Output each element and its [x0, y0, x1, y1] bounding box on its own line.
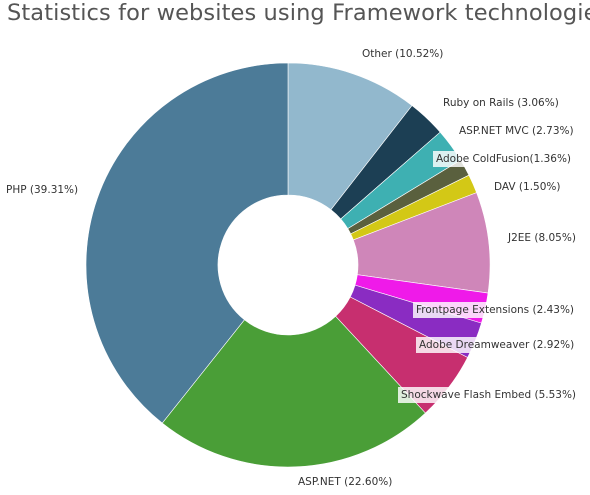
slice-label: J2EE (8.05%): [507, 232, 576, 244]
slice-label: DAV (1.50%): [494, 181, 560, 193]
slice-label: ASP.NET MVC (2.73%): [459, 125, 574, 137]
slice-label-background: [398, 387, 580, 403]
slice-label: ASP.NET (22.60%): [298, 476, 392, 488]
labels-group: Other (10.52%) Ruby on Rails (3.06%) ASP.N…: [6, 48, 580, 488]
slices-group: [85, 62, 491, 468]
slice-label-background: [413, 302, 578, 318]
slice-label-background: [433, 151, 575, 167]
slice-label: Shockwave Flash Embed (5.53%): [401, 389, 576, 401]
donut-slice[interactable]: [85, 62, 289, 424]
slice-label: PHP (39.31%): [6, 184, 78, 196]
slice-label: Other (10.52%): [362, 48, 443, 60]
chart-title: Statistics for websites using Framework …: [7, 0, 590, 26]
slice-label-background: [416, 337, 578, 353]
slice-label: Ruby on Rails (3.06%): [443, 97, 559, 109]
slice-label: Frontpage Extensions (2.43%): [416, 304, 574, 316]
donut-slice[interactable]: [287, 62, 413, 211]
slice-label: Adobe ColdFusion(1.36%): [436, 153, 571, 165]
slice-label: Adobe Dreamweaver (2.92%): [419, 339, 574, 351]
donut-slice[interactable]: [161, 315, 426, 468]
